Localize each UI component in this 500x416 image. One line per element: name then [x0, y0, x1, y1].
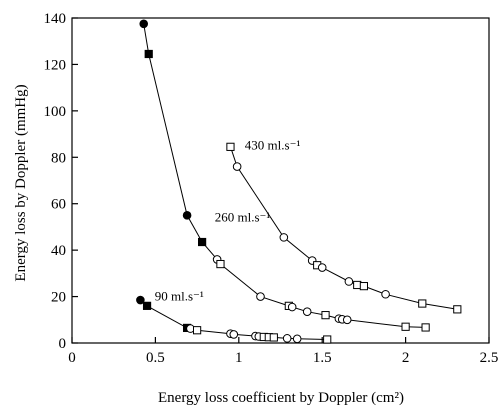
data-point-square — [323, 335, 332, 344]
data-point-square — [353, 280, 362, 290]
x-tick-label: 0.5 — [146, 350, 165, 366]
x-tick-label: 0 — [68, 350, 76, 366]
data-point-circle — [287, 302, 297, 312]
data-point-square — [269, 333, 278, 342]
data-point-square — [144, 49, 153, 59]
x-tick-label: 1.5 — [313, 350, 332, 366]
y-tick-label: 80 — [51, 150, 66, 166]
data-point-square — [216, 259, 225, 269]
data-point-circle — [302, 307, 312, 316]
data-point-square — [421, 323, 430, 332]
data-point-square — [142, 301, 152, 310]
data-points — [136, 19, 462, 344]
data-point-square — [359, 282, 368, 291]
data-point-circle — [182, 211, 192, 220]
y-tick-label: 40 — [51, 243, 66, 259]
axis-ticks: 0 0.5 1 1.5 2 2.5 0 20 40 60 80 100 120 140 — [44, 11, 499, 366]
data-point-circle — [136, 295, 145, 305]
data-point-square — [193, 326, 202, 335]
y-axis-label: Energy loss by Doppler (mmHg) — [13, 84, 29, 281]
plot-frame — [71, 17, 490, 344]
data-point-circle — [229, 330, 239, 339]
data-point-square — [198, 237, 207, 247]
data-point-square — [226, 142, 235, 151]
data-point-circle — [282, 334, 292, 343]
x-tick-label: 2 — [402, 350, 410, 366]
data-point-circle — [344, 277, 354, 286]
series-label-2: 430 ml.s⁻¹ — [245, 138, 301, 153]
series-line-1 — [143, 23, 426, 328]
series-line-2 — [230, 146, 458, 310]
x-tick-label: 2.5 — [480, 350, 499, 366]
series-label-0: 90 ml.s⁻¹ — [155, 289, 204, 304]
data-point-circle — [139, 19, 149, 29]
data-point-square — [321, 311, 330, 320]
data-point-circle — [342, 315, 352, 325]
y-tick-label: 140 — [44, 11, 67, 27]
y-tick-label: 0 — [59, 336, 67, 352]
data-point-circle — [279, 233, 289, 242]
data-point-square — [401, 322, 410, 331]
y-tick-label: 60 — [51, 197, 66, 213]
y-tick-label: 20 — [51, 290, 66, 306]
series-label-1: 260 ml.s⁻¹ — [215, 210, 271, 225]
data-point-circle — [232, 162, 242, 171]
data-point-circle — [317, 263, 327, 272]
data-point-square — [453, 305, 462, 314]
data-point-circle — [381, 289, 390, 299]
x-axis-label: Energy loss coefficient by Doppler (cm²) — [158, 390, 404, 406]
y-tick-label: 100 — [44, 104, 67, 120]
y-tick-label: 120 — [44, 57, 67, 73]
data-point-square — [418, 299, 427, 308]
series-labels: 90 ml.s⁻¹ 260 ml.s⁻¹ 430 ml.s⁻¹ — [155, 138, 301, 304]
x-tick-label: 1 — [235, 350, 243, 366]
data-point-circle — [292, 334, 302, 344]
data-point-circle — [256, 292, 265, 301]
